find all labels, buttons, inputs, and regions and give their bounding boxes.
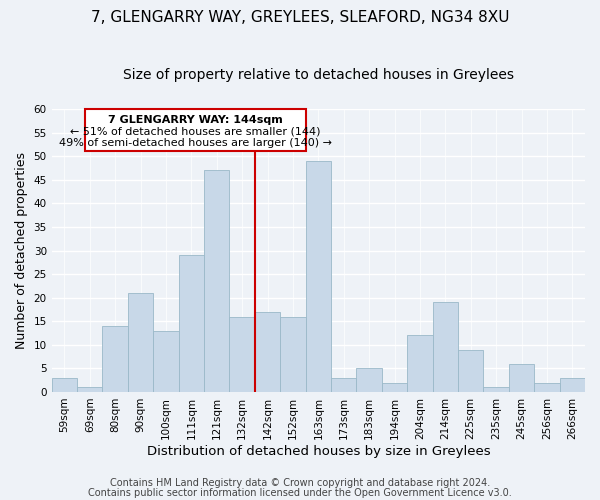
Bar [407,336,433,392]
Text: Contains HM Land Registry data © Crown copyright and database right 2024.: Contains HM Land Registry data © Crown c… [110,478,490,488]
Bar [433,302,458,392]
Bar [204,170,229,392]
Title: Size of property relative to detached houses in Greylees: Size of property relative to detached ho… [123,68,514,82]
Text: 49% of semi-detached houses are larger (140) →: 49% of semi-detached houses are larger (… [59,138,332,148]
Y-axis label: Number of detached properties: Number of detached properties [15,152,28,349]
Text: 7, GLENGARRY WAY, GREYLEES, SLEAFORD, NG34 8XU: 7, GLENGARRY WAY, GREYLEES, SLEAFORD, NG… [91,10,509,25]
Bar [560,378,585,392]
Bar [229,316,255,392]
Bar [484,387,509,392]
Bar [153,330,179,392]
Bar [52,378,77,392]
Bar [382,382,407,392]
Bar [509,364,534,392]
Text: ← 51% of detached houses are smaller (144): ← 51% of detached houses are smaller (14… [70,127,320,137]
X-axis label: Distribution of detached houses by size in Greylees: Distribution of detached houses by size … [146,444,490,458]
Bar [458,350,484,392]
Bar [280,316,305,392]
Bar [534,382,560,392]
Bar [331,378,356,392]
Bar [103,326,128,392]
Text: 7 GLENGARRY WAY: 144sqm: 7 GLENGARRY WAY: 144sqm [108,114,283,124]
Bar [356,368,382,392]
Bar [305,161,331,392]
Bar [128,293,153,392]
Text: Contains public sector information licensed under the Open Government Licence v3: Contains public sector information licen… [88,488,512,498]
Bar [85,109,305,152]
Bar [255,312,280,392]
Bar [77,387,103,392]
Bar [179,255,204,392]
